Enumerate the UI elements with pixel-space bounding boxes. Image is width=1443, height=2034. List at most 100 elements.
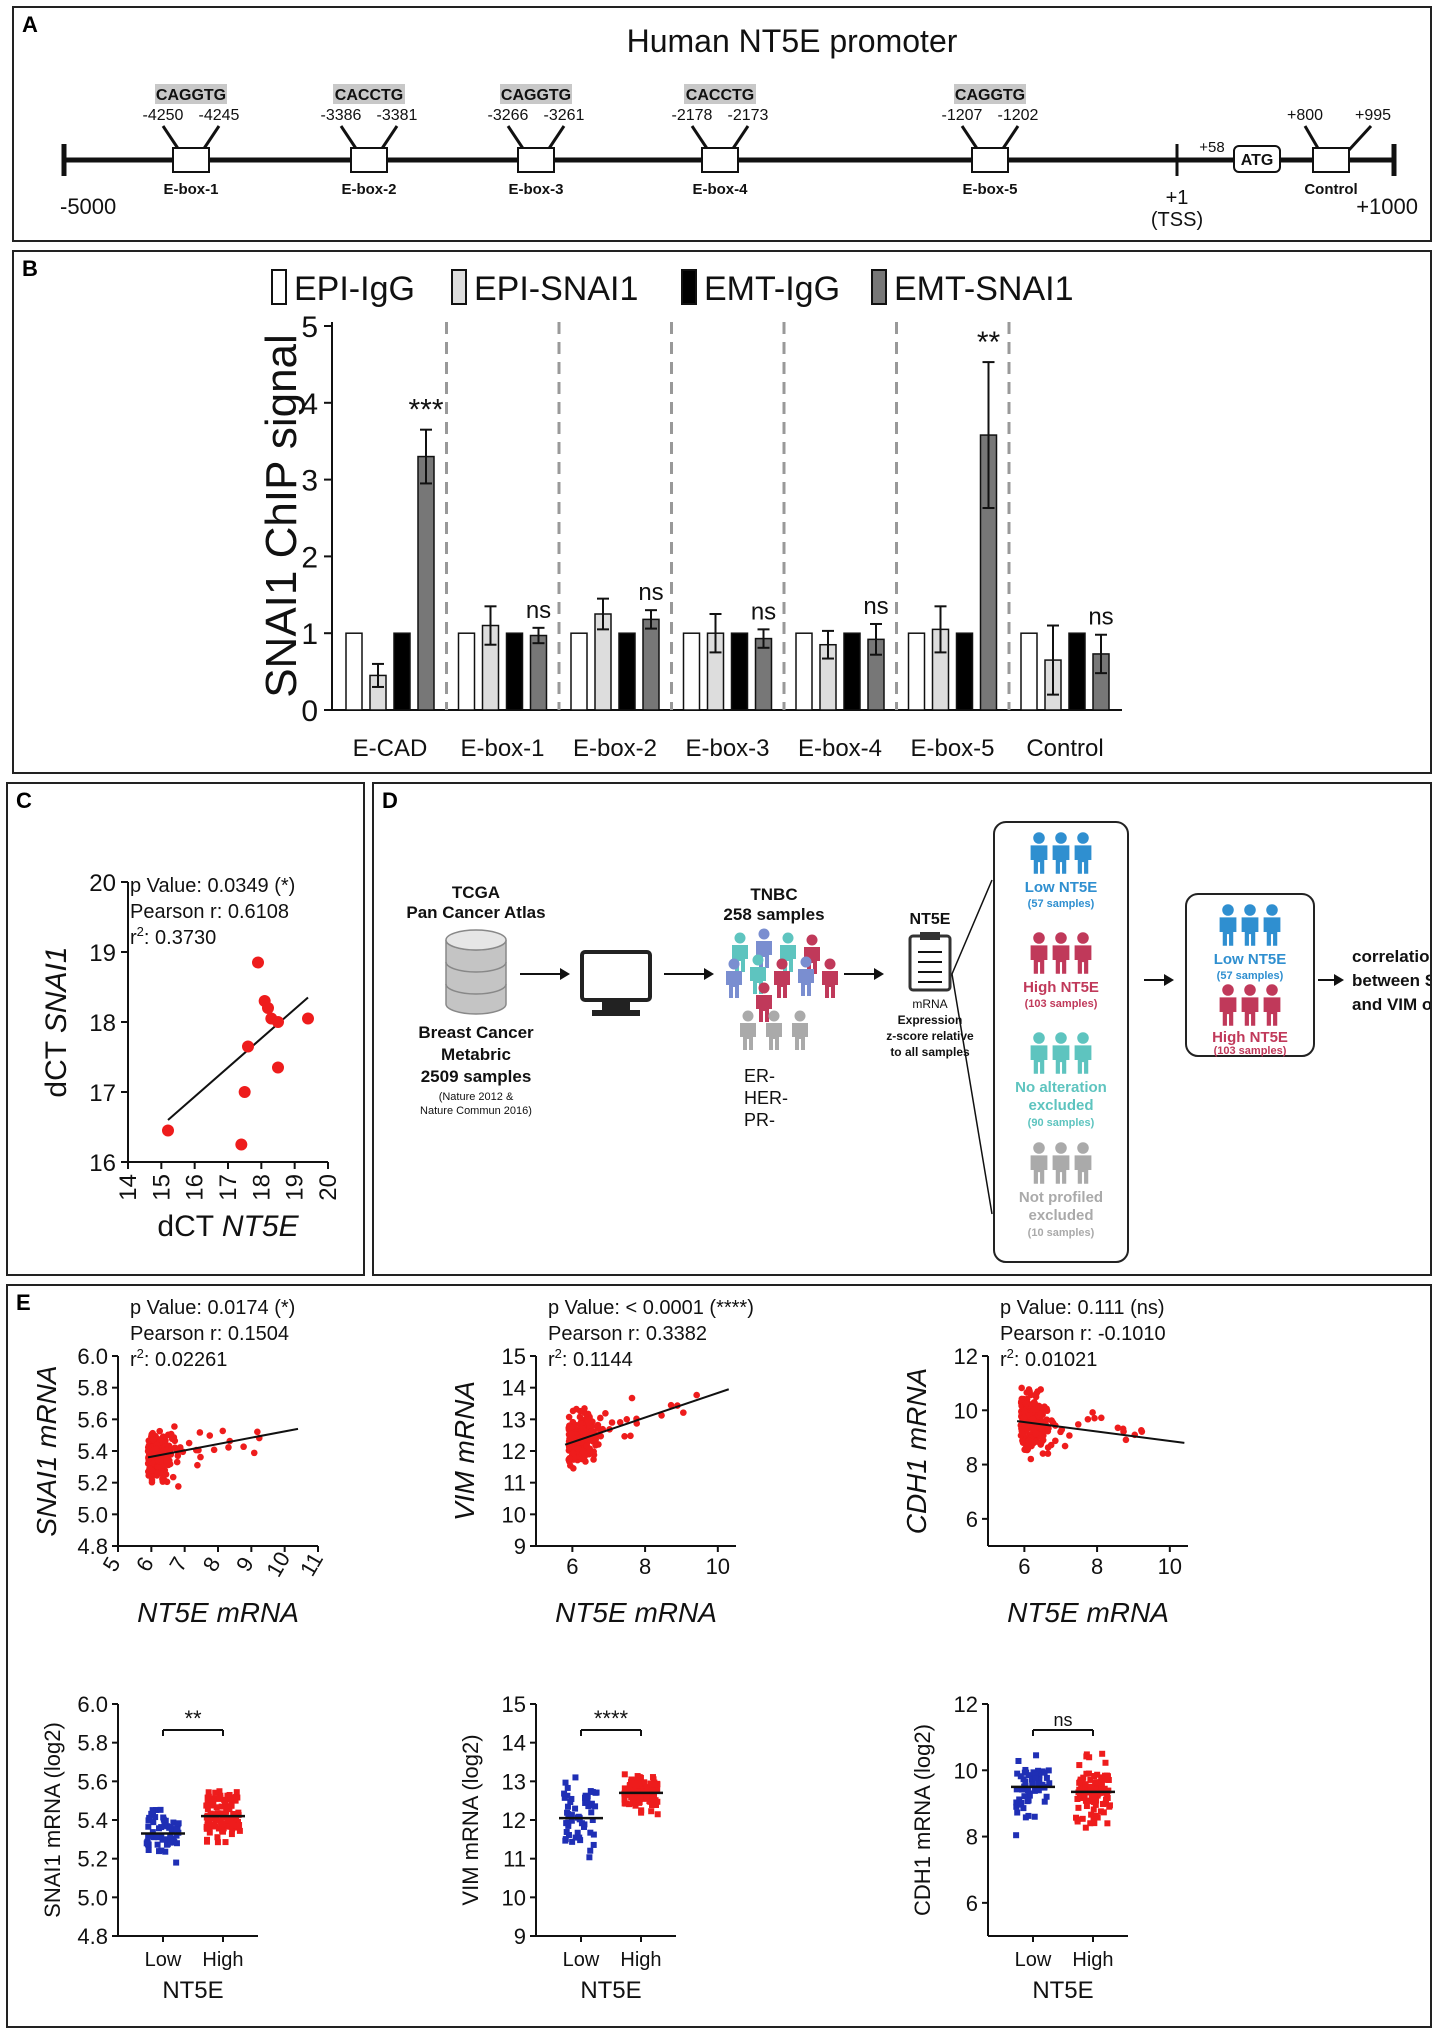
data-point [570,1464,577,1472]
data-point [1102,1759,1109,1766]
ebox-box [517,147,555,173]
data-point [1024,1443,1032,1451]
data-point [1083,1803,1090,1810]
data-point [584,1798,591,1805]
data-point [162,1437,169,1444]
data-point [586,1854,593,1861]
y-tick-label: 5.4 [77,1808,108,1833]
y-tick-label: 9 [514,1534,526,1559]
data-point [1035,1767,1042,1774]
data-point [1046,1780,1053,1787]
data-point [649,1787,656,1794]
tcga-subtitle: Pan Cancer Atlas [406,903,545,922]
person-icon [1222,904,1234,916]
y-tick-label: 11 [503,1847,526,1872]
person-icon [1219,997,1237,1026]
data-point [628,1778,635,1785]
legend-label: EMT-IgG [704,270,840,308]
significance-label: ns [526,597,551,624]
data-point [1061,1442,1069,1450]
person-icon [1266,904,1278,916]
group-count: (90 samples) [1028,1117,1095,1129]
data-point [223,1808,230,1815]
data-point [216,1795,223,1802]
data-point [220,1825,227,1832]
data-point [213,1804,220,1811]
data-point [1091,1820,1098,1827]
data-point [228,1831,235,1838]
arrowhead-icon [704,968,714,980]
selected-high-label: High NT5E [1212,1029,1288,1046]
data-point [1048,1417,1055,1424]
legend-swatch [451,269,467,305]
data-point [203,1802,210,1809]
person-icon [774,971,790,998]
data-point [230,1810,237,1817]
panel-d-letter: D [382,788,398,813]
promoter-end-label: +1000 [1356,194,1418,219]
data-point [1028,1776,1035,1783]
data-point [205,1793,212,1800]
data-point [167,1834,174,1841]
ebox-start-pos: -1207 [942,107,983,124]
data-point [158,1824,165,1831]
data-point [145,1832,152,1839]
data-point [1082,1781,1089,1788]
data-point [578,1455,585,1463]
y-axis-title-part: dCT [40,1033,73,1097]
regression-line [1016,1420,1185,1444]
y-tick-label: 8 [966,1453,978,1478]
data-point [1041,1769,1048,1776]
data-point [194,1461,201,1469]
data-point [210,1798,217,1805]
panel-b: B EPI-IgG EPI-SNAI1 EMT-IgG EMT-SNAI1 0 1 2 3 4 5… [12,250,1432,774]
stat-r2-sup: 2 [555,1346,562,1361]
x-tick-label: 9 [231,1553,259,1576]
ebox-lead [161,125,181,151]
data-point [1087,1820,1094,1827]
person-icon [1074,845,1092,874]
data-point [1020,1805,1027,1812]
data-point [1077,1776,1084,1783]
data-point [196,1429,204,1436]
group-count: (10 samples) [1028,1227,1095,1239]
ebox-lead [730,125,750,151]
data-point [586,1421,594,1429]
person-icon [794,1010,806,1022]
monitor-base-icon [592,1010,640,1016]
data-point [1019,1786,1026,1793]
data-point [150,1819,157,1826]
y-tick-label: 5.0 [77,1502,108,1527]
bar [907,632,926,711]
ebox-box [701,147,739,173]
data-point [1088,1811,1095,1818]
control-end-pos: +995 [1355,107,1391,124]
data-point [173,1458,181,1466]
data-point [1035,1787,1042,1794]
bar [345,632,363,711]
data-point [149,1829,156,1836]
data-point [1018,1384,1025,1392]
data-point [568,1817,575,1824]
y-tick-label: 18 [89,1010,116,1037]
bar [417,455,435,711]
data-point [1098,1414,1105,1422]
data-point [572,1774,579,1781]
person-icon [1241,917,1259,946]
data-point [210,1446,218,1454]
atg-label: ATG [1241,152,1274,169]
y-tick-label: 9 [514,1924,526,1949]
data-point [1013,1786,1020,1793]
person-icon [1052,945,1070,974]
y-tick-label: 2 [301,541,318,574]
person-icon [1033,1032,1045,1044]
stat-r2: r2: 0.02261 [130,1346,227,1371]
person-icon [1077,932,1089,944]
database-icon-top [445,929,507,951]
data-point [567,1799,574,1806]
data-point [1100,1809,1107,1816]
person-icon [1030,945,1048,974]
y-tick-label: 6 [966,1891,978,1916]
result-label: correlation [1352,947,1430,966]
x-tick-label: 15 [148,1174,175,1201]
